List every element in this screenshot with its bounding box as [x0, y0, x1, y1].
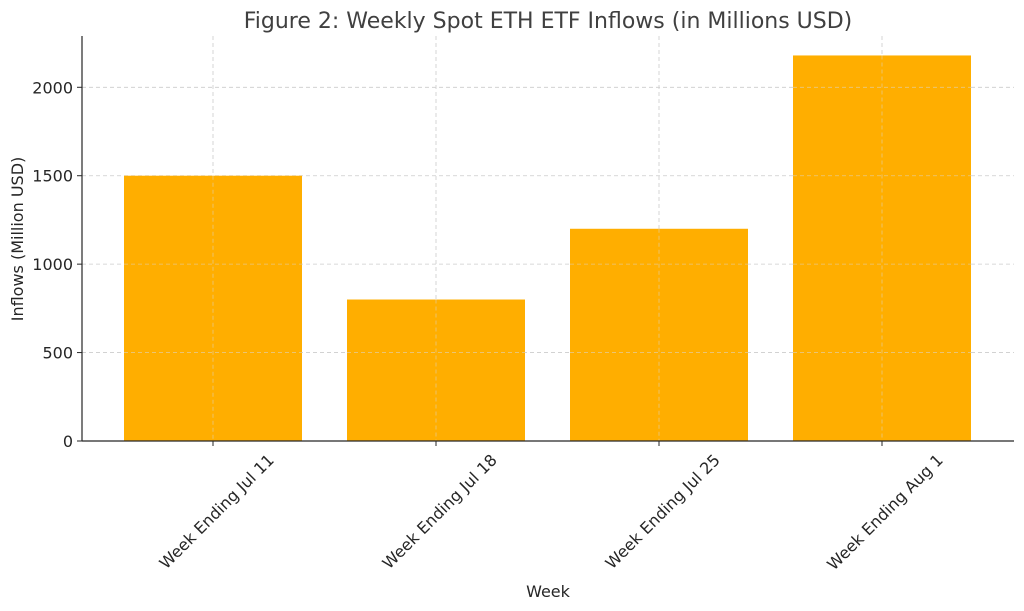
y-tick-label: 1500	[32, 167, 73, 186]
y-tick-label: 2000	[32, 78, 73, 97]
y-ticks: 0 500 1000 1500 2000	[32, 78, 82, 451]
y-tick-label: 0	[63, 432, 73, 451]
bars	[124, 55, 971, 441]
x-axis-label: Week	[526, 582, 571, 601]
y-tick-label: 500	[42, 344, 73, 363]
y-axis-label: Inflows (Million USD)	[8, 157, 27, 322]
x-tick-label: Week Ending Aug 1	[823, 450, 947, 574]
y-tick-label: 1000	[32, 255, 73, 274]
x-tick-label: Week Ending Jul 11	[156, 450, 278, 572]
chart-title: Figure 2: Weekly Spot ETH ETF Inflows (i…	[244, 9, 853, 34]
axes	[81, 36, 1014, 442]
x-tick-label: Week Ending Jul 25	[602, 450, 724, 572]
x-ticks: Week Ending Jul 11 Week Ending Jul 18 Week…	[156, 441, 947, 574]
x-tick-label: Week Ending Jul 18	[379, 450, 501, 572]
